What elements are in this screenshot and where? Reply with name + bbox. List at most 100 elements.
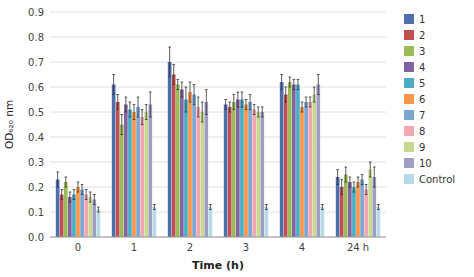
grid-line <box>50 187 386 188</box>
y-axis-label: OD₆₂₀ nm <box>3 100 15 149</box>
legend-swatch <box>404 62 414 72</box>
legend-label: 8 <box>419 126 425 137</box>
bar <box>76 187 80 237</box>
error-bar <box>129 102 132 117</box>
bar <box>60 195 64 238</box>
legend-swatch <box>404 94 414 104</box>
y-tick-label: 0.8 <box>28 32 44 43</box>
grid-line <box>50 212 386 213</box>
bar <box>56 180 60 238</box>
bar <box>356 182 360 237</box>
legend-swatch <box>404 174 414 184</box>
error-bar <box>172 65 175 85</box>
error-bar <box>305 97 308 107</box>
error-bar <box>60 190 63 200</box>
error-bar <box>81 185 84 195</box>
bar <box>292 85 296 238</box>
bar <box>304 102 308 237</box>
bar <box>124 105 128 238</box>
legend-label: 5 <box>419 78 425 89</box>
error-bar <box>353 182 356 192</box>
error-bar <box>373 167 376 187</box>
legend-swatch <box>404 14 414 24</box>
error-bar <box>168 47 171 77</box>
bar <box>68 197 72 237</box>
y-tick-label: 0.2 <box>28 182 44 193</box>
error-bar <box>69 192 72 202</box>
error-bar <box>232 95 235 110</box>
legend-swatch <box>404 110 414 120</box>
error-bar <box>241 92 244 107</box>
error-bar <box>97 207 100 212</box>
y-tick-label: 0.5 <box>28 107 44 118</box>
bar <box>92 200 96 238</box>
bar <box>132 112 136 237</box>
bar <box>192 95 196 238</box>
bar <box>97 210 101 238</box>
legend-label: Control <box>419 174 455 185</box>
error-bar <box>209 205 212 210</box>
legend-label: 9 <box>419 142 425 153</box>
grid-line <box>50 162 386 163</box>
bar <box>209 207 213 237</box>
bar <box>248 102 252 237</box>
grid-line <box>50 62 386 63</box>
bar <box>348 182 352 237</box>
grid-line <box>50 37 386 38</box>
bar <box>80 190 84 238</box>
bar <box>352 187 356 237</box>
error-bar <box>137 97 140 117</box>
bar <box>344 175 348 238</box>
error-bar <box>361 175 364 185</box>
bar <box>232 102 236 237</box>
x-tick-label: 0 <box>75 242 81 253</box>
error-bar <box>317 75 320 95</box>
bar <box>88 197 92 237</box>
error-bar <box>64 177 67 187</box>
error-bar <box>133 105 136 120</box>
bar <box>228 107 232 237</box>
legend-swatch <box>404 126 414 136</box>
bar <box>172 75 176 238</box>
bar <box>184 100 188 238</box>
y-tick-label: 0.7 <box>28 57 44 68</box>
bar <box>368 170 372 238</box>
error-bar <box>189 82 192 102</box>
error-bar <box>93 195 96 205</box>
legend-swatch <box>404 30 414 40</box>
grid-line <box>50 12 386 13</box>
error-bar <box>301 102 304 112</box>
error-bar <box>125 97 128 112</box>
x-axis-label: Time (h) <box>192 259 244 272</box>
legend-label: 7 <box>419 110 425 121</box>
error-bar <box>357 177 360 187</box>
x-axis-line <box>50 237 386 238</box>
bar <box>64 182 68 237</box>
bar <box>153 207 157 237</box>
bar <box>244 105 248 238</box>
bar <box>136 107 140 237</box>
bar <box>140 117 144 237</box>
grid-line <box>50 137 386 138</box>
y-tick-label: 0.3 <box>28 157 44 168</box>
error-bar <box>253 105 256 115</box>
error-bar <box>176 80 179 90</box>
grid-line <box>50 87 386 88</box>
bar <box>84 195 88 238</box>
bar <box>284 95 288 238</box>
error-bar <box>321 205 324 210</box>
bar <box>144 112 148 237</box>
y-tick-label: 0.0 <box>28 232 44 243</box>
error-bar <box>369 162 372 177</box>
x-tick-label: 1 <box>131 242 137 253</box>
error-bar <box>153 205 156 210</box>
bar <box>168 62 172 237</box>
legend-swatch <box>404 46 414 56</box>
bar <box>260 112 264 237</box>
x-tick-label: 3 <box>243 242 249 253</box>
error-bar <box>141 110 144 125</box>
bar <box>364 190 368 238</box>
bar <box>196 107 200 237</box>
bar <box>316 85 320 238</box>
error-bar <box>73 190 76 200</box>
